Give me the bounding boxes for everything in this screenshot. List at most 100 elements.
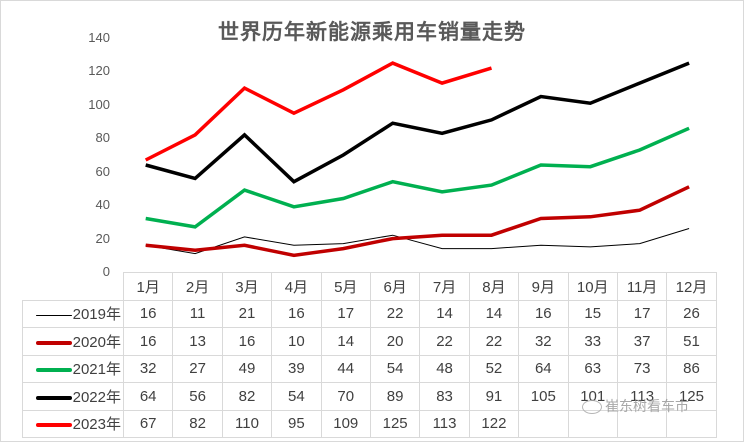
legend-label: 2023年 [72, 416, 121, 434]
series-line-2019年 [145, 228, 690, 255]
table-cell: 51 [666, 327, 717, 356]
table-cell: 64 [122, 382, 174, 411]
row-legend: 2023年 [22, 409, 124, 438]
table-row: 2021年 32 27 49 39 44 54 48 52 64 63 73 86 [22, 354, 717, 383]
table-cell: 16 [221, 327, 273, 356]
table-header-month: 10月 [567, 272, 618, 301]
row-legend: 2021年 [22, 354, 124, 383]
table-header-month: 4月 [271, 272, 322, 301]
table-cell: 33 [567, 327, 618, 356]
table-cell: 10 [271, 327, 322, 356]
table-header-month: 1月 [122, 272, 174, 301]
row-legend: 2019年 [22, 299, 124, 328]
table-cell [518, 409, 569, 438]
table-cell: 32 [518, 327, 569, 356]
y-tick-label: 140 [88, 30, 110, 45]
table-header-month: 12月 [666, 272, 717, 301]
table-header-month: 11月 [616, 272, 668, 301]
y-tick-label: 60 [95, 163, 110, 179]
table-cell: 44 [320, 354, 371, 383]
table-cell: 91 [468, 382, 520, 411]
legend-swatch [35, 314, 72, 316]
table-cell: 73 [616, 354, 668, 383]
table-cell: 49 [221, 354, 273, 383]
table-header-month: 8月 [468, 272, 520, 301]
row-legend: 2022年 [22, 382, 124, 411]
table-cell: 13 [172, 327, 223, 356]
table-cell: 11 [172, 299, 223, 328]
watermark-text: 崔东树看车市 [605, 399, 689, 415]
row-legend: 2020年 [22, 327, 124, 356]
table-cell: 105 [518, 382, 569, 411]
y-tick-label: 100 [88, 96, 110, 112]
table-cell: 16 [518, 299, 569, 328]
table-cell: 15 [567, 299, 618, 328]
table-cell: 22 [369, 299, 421, 328]
y-tick-label: 0 [102, 264, 110, 279]
table-cell: 14 [419, 299, 470, 328]
table-row: 2019年 16 11 21 16 17 22 14 14 16 15 17 26 [22, 299, 717, 328]
table-cell: 109 [320, 409, 371, 438]
table-cell: 22 [468, 327, 520, 356]
legend-label: 2019年 [72, 306, 121, 324]
table-header-month: 6月 [369, 272, 421, 301]
table-cell [567, 409, 618, 438]
y-tick-label: 20 [95, 230, 110, 246]
legend-swatch [35, 395, 72, 400]
wechat-icon [582, 400, 602, 414]
series-line-2022年 [145, 61, 690, 184]
table-cell: 39 [271, 354, 322, 383]
table-header-month: 2月 [172, 272, 223, 301]
table-cell: 70 [320, 382, 371, 411]
data-table: 1月 2月 3月 4月 5月 6月 7月 8月 9月 10月 11月 12月 2019年 16 11 21 16… [22, 272, 717, 438]
y-tick-label: 80 [95, 130, 110, 146]
table-cell: 17 [616, 299, 668, 328]
table-corner [22, 272, 124, 301]
table-cell: 113 [419, 409, 470, 438]
table-cell: 14 [320, 327, 371, 356]
table-cell: 64 [518, 354, 569, 383]
table-cell: 54 [271, 382, 322, 411]
table-cell: 16 [122, 327, 174, 356]
legend-label: 2022年 [72, 388, 121, 406]
y-tick-label: 40 [95, 197, 110, 213]
legend-swatch [35, 340, 72, 345]
table-cell: 67 [122, 409, 174, 438]
legend-swatch [35, 423, 72, 428]
table-cell: 26 [666, 299, 717, 328]
table-cell: 82 [172, 409, 223, 438]
table-cell: 22 [419, 327, 470, 356]
table-cell: 83 [419, 382, 470, 411]
table-cell: 110 [221, 409, 273, 438]
table-cell: 48 [419, 354, 470, 383]
table-header-month: 9月 [518, 272, 569, 301]
table-cell [666, 409, 717, 438]
table-cell: 63 [567, 354, 618, 383]
table-cell: 95 [271, 409, 322, 438]
table-cell: 16 [122, 299, 174, 328]
table-row: 2020年 16 13 16 10 14 20 22 22 32 33 37 51 [22, 327, 717, 356]
table-cell: 14 [468, 299, 520, 328]
series-line-2023年 [144, 61, 493, 162]
table-cell: 16 [271, 299, 322, 328]
table-cell: 20 [369, 327, 421, 356]
table-cell: 122 [468, 409, 520, 438]
table-cell: 27 [172, 354, 223, 383]
legend-label: 2021年 [72, 361, 121, 379]
table-cell: 125 [369, 409, 421, 438]
table-row: 2023年 67 82 110 95 109 125 113 122 [22, 409, 717, 438]
table-header-month: 5月 [320, 272, 371, 301]
table-cell: 89 [369, 382, 421, 411]
table-cell: 52 [468, 354, 520, 383]
table-cell: 21 [221, 299, 273, 328]
table-cell: 82 [221, 382, 273, 411]
series-line-2020年 [145, 185, 690, 258]
legend-swatch [35, 368, 72, 373]
table-header-month: 3月 [221, 272, 273, 301]
series-line-2021年 [145, 126, 690, 229]
table-cell: 32 [122, 354, 174, 383]
table-cell: 125 [666, 382, 717, 411]
table-cell: 17 [320, 299, 371, 328]
legend-label: 2020年 [72, 333, 121, 351]
